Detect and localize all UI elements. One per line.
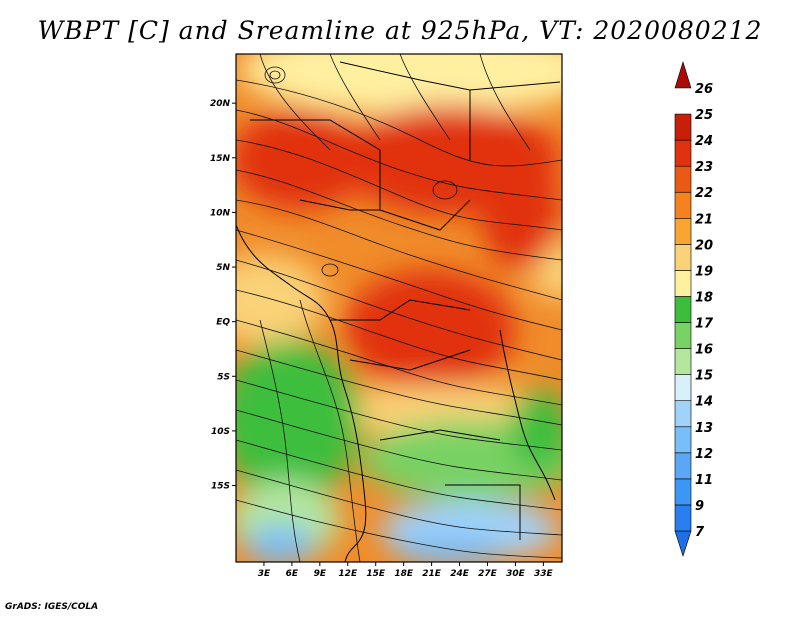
colorbar-label: 20 [695, 238, 713, 253]
colorbar-bin [674, 478, 692, 506]
country-borders [236, 61, 561, 562]
colorbar-label: 19 [695, 264, 713, 279]
lat-tick-label: 15N [210, 154, 231, 164]
colorbar-label: 11 [695, 473, 713, 488]
map-frame [235, 53, 563, 563]
colorbar-label: 18 [695, 290, 713, 305]
colorbar-label: 26 [695, 82, 713, 97]
wbpt-field [236, 54, 562, 562]
colorbar-label: 23 [695, 160, 713, 175]
lon-tick-label: 30E [506, 569, 526, 579]
lon-tick-label: 21E [422, 569, 442, 579]
colorbar-bin [674, 530, 692, 557]
longitude-ticks: 3E 6E 9E 12E 15E 18E 21E 24E 27E 30E 33E [258, 562, 554, 579]
colorbar-bin [674, 504, 692, 532]
colorbar-label: 25 [695, 108, 713, 123]
lon-tick-label: 33E [534, 569, 554, 579]
lon-tick-label: 12E [338, 569, 358, 579]
lon-tick-label: 27E [478, 569, 498, 579]
colorbar: 7 9 11 12 13 14 15 16 17 18 19 20 21 22 23 24 25 26 [674, 60, 714, 557]
lat-tick-label: 10N [210, 208, 231, 218]
lon-tick-label: 6E [286, 569, 299, 579]
lon-tick-label: 15E [366, 569, 386, 579]
colorbar-label: 21 [695, 212, 713, 227]
colorbar-label: 17 [695, 317, 714, 332]
streamlines [236, 54, 562, 562]
lon-tick-label: 3E [258, 569, 271, 579]
colorbar-bin [674, 426, 692, 454]
colorbar-bin [674, 244, 692, 271]
colorbar-label: 7 [695, 525, 705, 540]
lat-tick-label: 5N [216, 263, 230, 273]
colorbar-label: 15 [695, 369, 713, 384]
colorbar-bin [674, 165, 692, 193]
colorbar-bin [674, 113, 692, 141]
grads-credit: GrADS: IGES/COLA [5, 602, 99, 612]
colorbar-label: 22 [695, 186, 713, 201]
colorbar-bin [674, 348, 692, 375]
colorbar-bin [674, 191, 692, 219]
colorbar-bin [674, 217, 692, 245]
colorbar-label: 14 [695, 395, 713, 410]
lat-tick-label: 10S [211, 427, 230, 437]
lat-tick-label: 15S [211, 482, 230, 492]
colorbar-bin [674, 452, 692, 480]
lon-tick-label: 9E [314, 569, 327, 579]
colorbar-bin [674, 139, 692, 167]
map-title: WBPT [C] and Sreamline at 925hPa, VT: 20… [37, 16, 763, 45]
lat-tick-label: EQ [216, 318, 230, 328]
colorbar-bin [674, 270, 692, 297]
colorbar-label: 12 [695, 447, 713, 462]
colorbar-bin [674, 60, 692, 89]
colorbar-bin [674, 400, 692, 428]
lat-tick-label: 5S [217, 372, 230, 382]
colorbar-bin [674, 374, 692, 402]
lon-tick-label: 18E [394, 569, 414, 579]
colorbar-bin [674, 322, 692, 349]
lon-tick-label: 24E [450, 569, 470, 579]
colorbar-label: 13 [695, 421, 713, 436]
colorbar-bin [674, 296, 692, 323]
colorbar-label: 9 [695, 499, 704, 514]
latitude-ticks: 20N 15N 10N 5N EQ 5S 10S 15S [210, 99, 236, 492]
colorbar-label: 24 [695, 134, 713, 149]
lat-tick-label: 20N [210, 99, 231, 109]
colorbar-label: 16 [695, 343, 713, 358]
